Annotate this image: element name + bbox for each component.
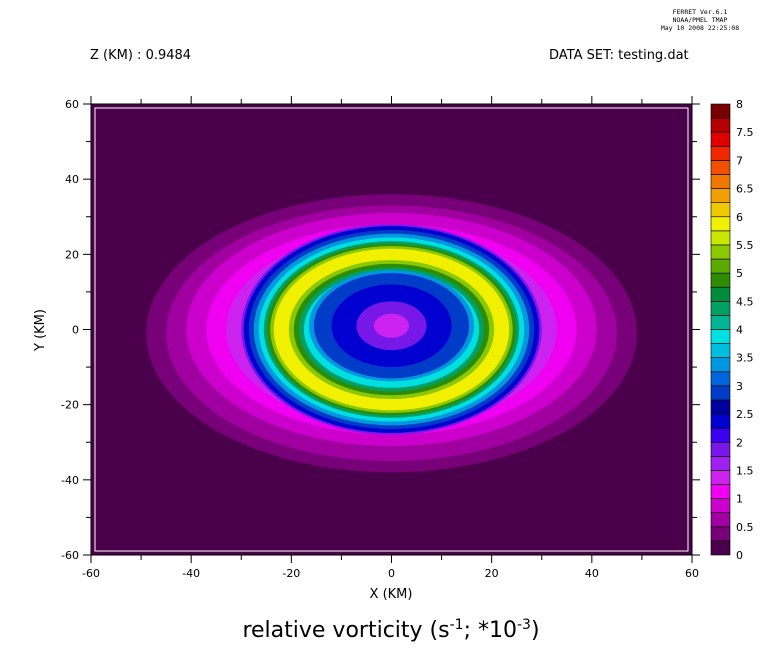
- colorbar-swatch: [710, 484, 731, 499]
- colorbar-label: 2: [736, 436, 743, 449]
- colorbar-swatch: [710, 512, 731, 528]
- y-tick-label: 40: [65, 173, 79, 186]
- colorbar-swatch: [710, 526, 731, 542]
- title-mid: ; *10: [464, 618, 517, 643]
- frame-inner: [94, 107, 689, 552]
- dataset-label: DATA SET: testing.dat: [549, 48, 689, 63]
- x-tick-label: -60: [82, 567, 100, 580]
- colorbar-swatch: [710, 216, 731, 232]
- z-level-label: Z (KM) : 0.9484: [90, 48, 192, 63]
- y-tick-label: -40: [61, 474, 79, 487]
- y-axis: -60 -40 -20 0 20 40 60: [61, 98, 700, 562]
- colorbar-swatch: [710, 301, 731, 316]
- title-end: ): [531, 618, 540, 643]
- colorbar-label: 8: [736, 98, 743, 111]
- colorbar-label: 3: [736, 380, 743, 393]
- colorbar-swatch: [710, 286, 731, 302]
- colorbar-swatch: [710, 188, 731, 203]
- plot-title: relative vorticity (s-1; *10-3): [242, 617, 539, 643]
- stamp-version: FERRET Ver.6.1: [672, 8, 728, 16]
- colorbar-label: 6: [736, 211, 743, 224]
- title-exponent-1: -1: [450, 617, 464, 633]
- colorbar-swatch: [710, 540, 731, 556]
- y-axis-title: Y (KM): [33, 309, 48, 352]
- x-tick-label: -20: [282, 567, 300, 580]
- colorbar-swatch: [710, 117, 731, 133]
- colorbar-label: 1.5: [736, 464, 754, 477]
- colorbar-label: 2.5: [736, 408, 754, 421]
- colorbar-label: 7: [736, 154, 743, 167]
- colorbar-swatch: [710, 145, 731, 161]
- stamp-org: NOAA/PMEL TMAP: [672, 16, 728, 24]
- x-tick-label: 20: [485, 567, 499, 580]
- colorbar-swatch: [710, 103, 731, 119]
- colorbar-swatch: [710, 413, 731, 429]
- x-tick-label: -40: [182, 567, 200, 580]
- colorbar-swatch: [710, 258, 731, 274]
- colorbar-swatch: [710, 329, 731, 344]
- colorbar-swatch: [710, 174, 731, 189]
- title-exponent-2: -3: [517, 617, 531, 633]
- colorbar-swatch: [710, 343, 731, 358]
- colorbar-swatch: [710, 315, 731, 330]
- y-tick-label: 20: [65, 248, 79, 261]
- colorbar-swatch: [710, 498, 731, 514]
- colorbar-swatch: [710, 371, 731, 387]
- y-tick-label: 60: [65, 98, 79, 111]
- colorbar-swatch: [710, 202, 731, 218]
- stamp-date: May 10 2008 22:25:08: [660, 24, 740, 32]
- x-axis-title: X (KM): [370, 587, 413, 602]
- x-tick-label: 0: [388, 567, 395, 580]
- colorbar-swatch: [710, 441, 731, 457]
- colorbar-swatch: [710, 385, 731, 401]
- y-tick-label: 0: [72, 324, 79, 337]
- colorbar-swatch: [710, 399, 731, 415]
- colorbar-label: 3.5: [736, 352, 754, 365]
- title-base: relative vorticity (s: [242, 618, 449, 643]
- colorbar-swatch: [710, 427, 731, 443]
- colorbar-label: 7.5: [736, 126, 754, 139]
- colorbar-swatch: [710, 272, 731, 288]
- colorbar-label: 6.5: [736, 183, 754, 196]
- x-axis: -60 -40 -20 0 20 40 60: [82, 96, 699, 580]
- colorbar-label: 4: [736, 324, 743, 337]
- x-tick-label: 40: [585, 567, 599, 580]
- colorbar-swatch: [710, 131, 731, 147]
- colorbar-label: 1: [736, 493, 743, 506]
- contour-band-22: [373, 313, 410, 338]
- colorbar-label: 5.5: [736, 239, 754, 252]
- colorbar-swatch: [710, 244, 731, 260]
- colorbar-swatch: [710, 456, 731, 471]
- colorbar-label: 0.5: [736, 521, 754, 534]
- colorbar-swatch: [710, 357, 731, 373]
- colorbar-swatch: [710, 160, 731, 175]
- ferret-stamp: FERRET Ver.6.1 NOAA/PMEL TMAP May 10 200…: [640, 8, 760, 32]
- x-tick-label: 60: [685, 567, 699, 580]
- colorbar-swatch: [710, 470, 731, 485]
- colorbar-label: 5: [736, 267, 743, 280]
- vorticity-field: [91, 104, 692, 555]
- y-tick-label: -60: [61, 549, 79, 562]
- y-tick-label: -20: [61, 399, 79, 412]
- colorbar-label: 4.5: [736, 295, 754, 308]
- colorbar-label: 0: [736, 549, 743, 562]
- colorbar-swatch: [710, 230, 731, 246]
- colorbar: 0 0.5 1 1.5 2 2.5 3 3.5 4 4.5 5 5.5 6 6.5 7 7.5 8: [710, 98, 754, 562]
